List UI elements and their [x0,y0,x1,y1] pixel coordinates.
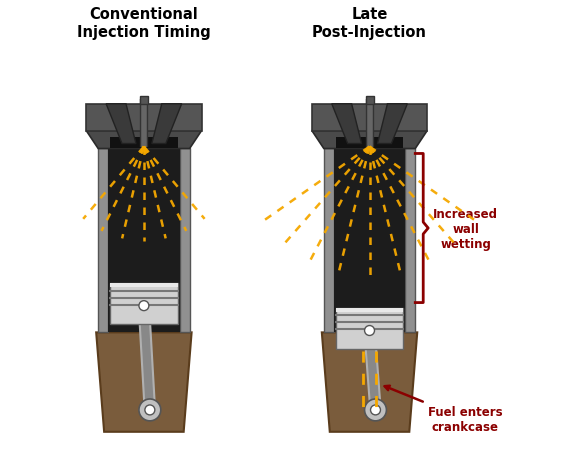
Text: Late
Post-Injection: Late Post-Injection [312,7,427,40]
Polygon shape [336,308,403,312]
Circle shape [364,326,374,336]
Polygon shape [110,283,178,325]
Polygon shape [98,149,108,333]
Polygon shape [110,137,178,149]
Bar [140,97,148,105]
Polygon shape [152,105,182,144]
Circle shape [139,399,161,421]
Circle shape [145,405,155,415]
Circle shape [139,301,149,311]
Polygon shape [106,105,136,144]
Polygon shape [332,105,362,144]
Polygon shape [312,105,427,131]
Polygon shape [86,131,202,149]
Text: Fuel enters
crankcase: Fuel enters crankcase [384,386,503,433]
Polygon shape [336,137,403,149]
Bar [366,97,373,105]
Circle shape [370,405,380,415]
Polygon shape [324,149,334,333]
Text: Increased
wall
wetting: Increased wall wetting [433,207,498,250]
Polygon shape [108,149,180,333]
Text: Conventional
Injection Timing: Conventional Injection Timing [77,7,211,40]
Polygon shape [334,149,406,333]
Polygon shape [406,149,415,333]
Polygon shape [336,308,403,350]
Polygon shape [96,333,192,432]
Circle shape [364,399,386,421]
Polygon shape [377,105,407,144]
Polygon shape [322,333,417,432]
Polygon shape [180,149,190,333]
Polygon shape [86,105,202,131]
Polygon shape [110,283,178,287]
Polygon shape [312,131,427,149]
